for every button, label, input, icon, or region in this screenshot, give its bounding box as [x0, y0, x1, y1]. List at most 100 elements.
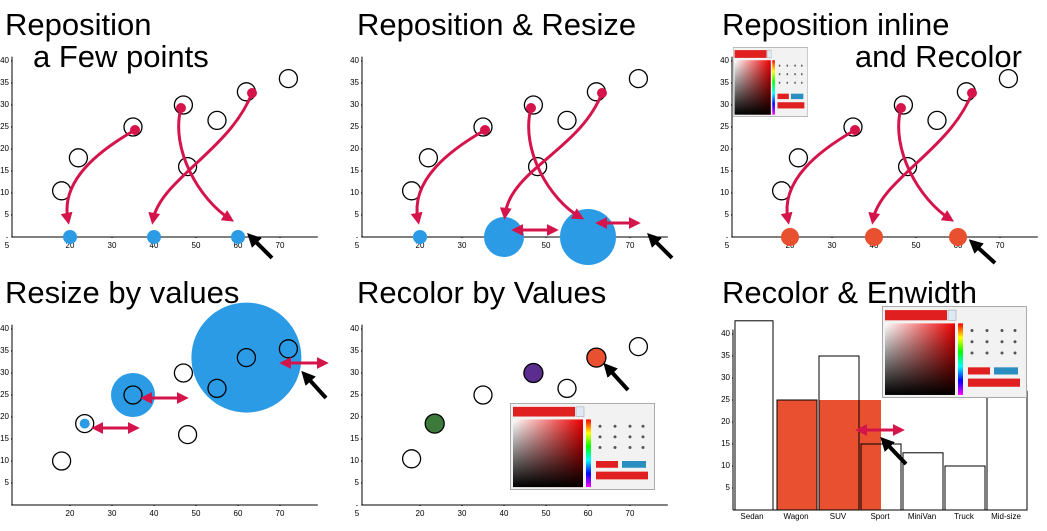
x-tick-label: 5	[355, 509, 360, 518]
y-tick-label: 25	[0, 390, 9, 399]
move-arrow	[177, 107, 235, 222]
data-point	[177, 156, 198, 177]
x-tick-label: 30	[108, 509, 117, 518]
data-point	[527, 156, 548, 177]
cursor-arrow	[301, 370, 328, 400]
y-tick-label: 35	[350, 346, 359, 355]
x-tick-label: SUV	[830, 512, 847, 521]
move-arrow	[60, 128, 136, 225]
y-tick-label: 35	[0, 346, 9, 355]
y-tick-label: 15	[0, 434, 9, 443]
cursor-arrow	[247, 233, 274, 260]
y-tick-label: 15	[720, 166, 729, 175]
bar	[902, 452, 944, 511]
y-tick-label: 25	[0, 122, 9, 131]
x-tick-label: 30	[458, 241, 467, 250]
move-arrow	[410, 128, 486, 225]
x-tick-label: 70	[626, 509, 635, 518]
drag-handle	[247, 88, 257, 98]
data-point	[147, 230, 161, 244]
x-tick-label: 5	[355, 241, 360, 250]
y-tick-label: 20	[720, 144, 729, 153]
x-tick-label: MiniVan	[908, 512, 936, 521]
x-tick-label: 20	[66, 509, 75, 518]
data-point	[473, 385, 493, 405]
y-tick-label: 30	[350, 368, 359, 377]
data-point	[79, 418, 90, 429]
move-arrow	[499, 92, 604, 220]
color-picker	[733, 47, 808, 117]
y-tick-label: 30	[0, 100, 9, 109]
move-arrow	[527, 107, 585, 220]
y-tick-label: 30	[350, 100, 359, 109]
move-arrow	[897, 107, 955, 222]
data-point	[63, 230, 77, 244]
panel: 5 10 15 20 25 30 35 40 5 20 30 40 50 60 70	[350, 324, 668, 518]
data-point	[949, 228, 967, 246]
x-tick-label: Truck	[954, 512, 975, 521]
x-tick-label: 60	[234, 241, 243, 250]
y-tick-label: 15	[721, 439, 730, 448]
drag-handle	[967, 88, 977, 98]
x-tick-label: 30	[458, 509, 467, 518]
data-point	[51, 451, 72, 471]
y-tick-label: 20	[721, 417, 730, 426]
panel-title: Resize by values	[5, 275, 239, 310]
y-tick-label: 20	[350, 144, 359, 153]
y-tick-label: 20	[0, 144, 9, 153]
y-tick-label: 40	[0, 56, 9, 65]
data-point	[191, 302, 302, 413]
panel: 5 10 15 20 25 30 35 40 Sedan Wagon SUV Sport MiniVan…	[721, 320, 1028, 521]
data-point	[207, 378, 227, 399]
data-point	[231, 230, 245, 244]
y-tick-label: 35	[720, 78, 729, 87]
data-point	[557, 110, 577, 131]
data-point	[473, 117, 493, 137]
y-tick-label: 10	[0, 188, 9, 197]
x-tick-label: 30	[108, 241, 117, 250]
panel: 5 10 15 20 25 30 35 40 20 30 40 50 60 70	[0, 302, 318, 518]
panel-title: Reposition & Resize	[357, 7, 636, 42]
bar	[944, 465, 986, 511]
y-tick-label: 10	[350, 456, 359, 465]
panel-title: Recolor by Values	[357, 275, 606, 310]
y-tick-label: 30	[0, 368, 9, 377]
y-tick-label: 20	[350, 412, 359, 421]
data-point	[897, 156, 918, 177]
y-tick-label: 35	[0, 78, 9, 87]
x-tick-label: 70	[996, 241, 1005, 250]
y-tick-label: 5	[5, 210, 10, 219]
drag-handle	[176, 103, 186, 113]
x-tick-label: 5	[725, 241, 730, 250]
x-tick-label: 70	[276, 509, 285, 518]
bar	[776, 399, 818, 511]
panel-title: and Recolor	[855, 39, 1022, 74]
y-tick-label: 25	[721, 395, 730, 404]
y-tick-label: 10	[721, 461, 730, 470]
data-point	[484, 217, 524, 257]
y-tick-label: 20	[0, 412, 9, 421]
panel-title: Reposition inline	[722, 7, 949, 42]
drag-handle	[130, 125, 140, 135]
bar	[986, 390, 1028, 511]
move-arrow	[868, 92, 974, 225]
bar	[734, 320, 774, 511]
data-point	[177, 424, 198, 445]
cursor-arrow	[603, 362, 630, 392]
data-point	[865, 228, 883, 246]
x-tick-label: 50	[192, 241, 201, 250]
data-point	[843, 117, 863, 137]
data-point	[418, 148, 439, 168]
y-tick-label: 5	[355, 210, 360, 219]
drag-handle	[480, 125, 490, 135]
drag-handle	[896, 103, 906, 113]
data-point	[927, 110, 947, 131]
data-point	[413, 230, 427, 244]
x-tick-label: 30	[828, 241, 837, 250]
x-tick-label: Sport	[870, 512, 890, 521]
color-picker	[882, 306, 1027, 398]
data-point	[236, 347, 257, 368]
drag-handle	[597, 88, 607, 98]
bar	[819, 400, 881, 510]
y-tick-label: 15	[350, 434, 359, 443]
